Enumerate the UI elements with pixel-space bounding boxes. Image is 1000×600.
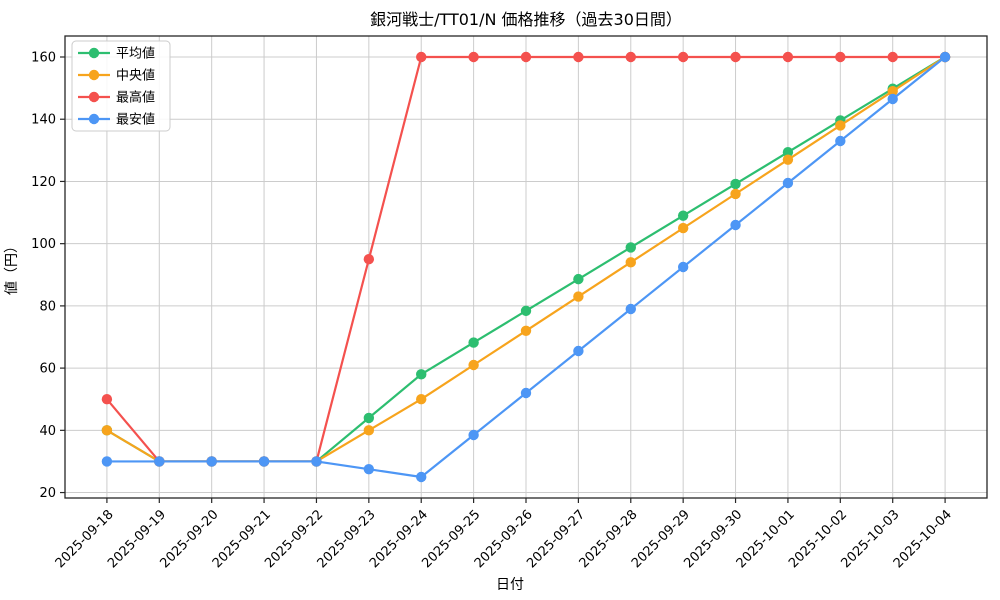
legend-item-max: 最高値: [116, 90, 155, 106]
data-point-max: [363, 254, 375, 265]
data-point-min: [154, 456, 165, 467]
data-point-max: [730, 51, 741, 63]
legend-item-min: 最安値: [116, 112, 155, 128]
data-point-min: [677, 261, 689, 273]
y-tick-label: 80: [39, 299, 56, 314]
grid-layer: [65, 36, 987, 498]
y-tick-label: 100: [31, 237, 56, 252]
y-tick-label: 40: [39, 424, 56, 439]
data-point-max: [625, 51, 636, 63]
data-point-max: [520, 51, 532, 63]
data-point-median: [363, 425, 375, 436]
data-point-median: [677, 222, 689, 234]
data-point-median: [625, 257, 636, 268]
data-point-min: [520, 387, 532, 399]
data-point-min: [625, 303, 636, 315]
data-point-min: [573, 345, 584, 357]
y-tick-label: 120: [31, 175, 56, 190]
data-point-max: [887, 51, 898, 63]
data-point-median: [468, 359, 479, 371]
data-point-max: [782, 51, 794, 63]
data-point-min: [206, 456, 217, 467]
data-point-min: [101, 456, 113, 467]
chart-title: 銀河戦士/TT01/N 価格推移（過去30日間）: [370, 10, 682, 29]
axes-layer: 204060801001201401602025-09-182025-09-19…: [31, 35, 988, 571]
data-point-min: [311, 456, 322, 467]
data-point-max: [573, 51, 584, 63]
data-point-max: [416, 51, 427, 63]
data-point-median: [887, 86, 898, 97]
legend-marker-max: [88, 91, 100, 103]
x-axis-label: 日付: [496, 577, 524, 593]
data-point-median: [782, 154, 794, 165]
data-point-min: [835, 135, 846, 147]
y-tick-label: 60: [39, 362, 56, 377]
data-point-max: [468, 51, 479, 63]
data-point-average: [782, 147, 794, 158]
legend-box: [71, 40, 171, 132]
data-point-max: [677, 51, 689, 63]
data-point-average: [416, 369, 427, 380]
data-point-median: [730, 188, 741, 200]
data-point-median: [416, 394, 427, 405]
data-point-median: [520, 325, 532, 336]
data-point-max: [835, 51, 846, 63]
data-point-average: [468, 337, 479, 348]
data-point-median: [835, 120, 846, 131]
y-tick-label: 20: [39, 486, 56, 501]
data-point-min: [468, 429, 479, 441]
data-point-min: [416, 471, 427, 483]
data-point-max: [101, 394, 113, 405]
legend-item-average: 平均値: [116, 46, 155, 62]
data-point-min: [258, 456, 270, 467]
data-point-average: [625, 242, 636, 253]
data-point-min: [782, 177, 794, 189]
data-point-median: [573, 291, 584, 302]
data-point-min: [363, 464, 375, 475]
data-point-min: [939, 51, 951, 63]
legend-item-median: 中央値: [116, 68, 155, 84]
data-point-average: [677, 210, 689, 221]
y-tick-label: 140: [31, 113, 56, 128]
data-point-average: [573, 273, 584, 285]
data-point-median: [101, 425, 113, 436]
y-tick-label: 160: [31, 51, 56, 66]
data-point-min: [887, 93, 898, 105]
legend-marker-average: [88, 47, 100, 59]
data-point-average: [520, 305, 532, 317]
data-point-average: [363, 412, 375, 424]
series-layer: [101, 51, 951, 483]
legend-marker-median: [88, 69, 100, 81]
data-point-average: [730, 178, 741, 190]
data-point-min: [730, 219, 741, 231]
legend-marker-min: [88, 113, 100, 125]
y-axis-label: 値（円）: [4, 239, 20, 295]
